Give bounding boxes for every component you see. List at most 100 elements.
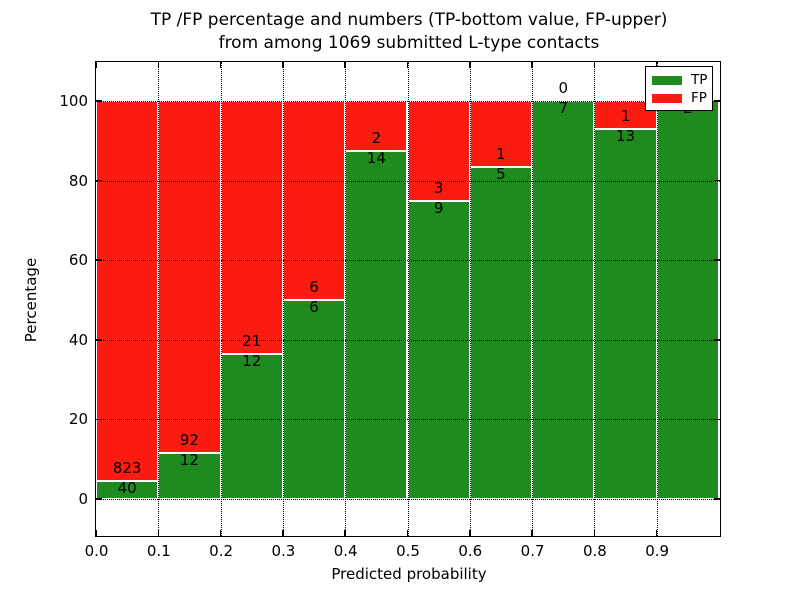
y-tick-label: 40: [68, 330, 88, 349]
legend-tp-label: TP: [691, 72, 708, 88]
plot-area: 82340921221126621439150711302: [95, 61, 721, 537]
tp-count-label: 12: [179, 451, 199, 470]
tp-count-label: 13: [615, 127, 636, 146]
fp-bar-segment: [407, 101, 470, 201]
fp-bar-segment: [220, 101, 283, 355]
y-tick: [714, 498, 720, 500]
x-tick: [531, 62, 533, 68]
v-gridline: [158, 62, 160, 536]
v-gridline: [407, 62, 409, 536]
tp-bar-segment: [96, 480, 159, 499]
legend-row-tp: TP: [652, 71, 712, 89]
fp-bar-segment: [345, 101, 408, 151]
tp-bar-segment: [282, 300, 346, 499]
fp-count-label: 823: [112, 458, 142, 477]
x-tick: [655, 62, 658, 68]
x-tick: [344, 530, 346, 536]
tp-count-label: 40: [117, 478, 137, 497]
fp-count-label: 21: [242, 332, 262, 351]
x-axis-label: Predicted probability: [331, 565, 487, 583]
fp-count-label: 3: [433, 178, 444, 197]
v-gridline: [656, 62, 658, 536]
x-tick-label: 0.3: [271, 542, 296, 560]
x-tick: [282, 530, 284, 536]
fp-count-label: 1: [496, 145, 506, 164]
x-tick: [344, 62, 346, 68]
chart-title-line-2: from among 1069 submitted L-type contact…: [218, 33, 600, 53]
y-tick: [714, 418, 720, 421]
fp-bar-segment: [96, 101, 159, 481]
tp-bar-segment: [158, 453, 221, 499]
y-tick: [96, 418, 102, 421]
x-tick: [219, 530, 222, 536]
x-tick: [406, 530, 409, 536]
x-tick-label: 0.9: [645, 542, 670, 560]
tp-bar-segment: [220, 354, 283, 499]
x-tick: [157, 530, 160, 536]
x-tick: [95, 530, 97, 536]
x-tick-label: 0.5: [396, 542, 420, 560]
y-tick: [96, 179, 102, 182]
fp-count-label: 6: [309, 278, 319, 296]
chart-title-line-1: TP /FP percentage and numbers (TP-bottom…: [150, 10, 668, 30]
x-tick: [219, 62, 222, 68]
tp-bar-segment: [532, 101, 595, 499]
tp-count-label: 7: [558, 99, 569, 117]
x-tick-label: 0.7: [520, 542, 545, 560]
y-tick-label: 100: [59, 92, 88, 110]
tp-bar-segment: [345, 150, 408, 499]
tp-bar-segment: [407, 200, 470, 499]
y-tick: [714, 100, 720, 102]
tp-swatch-icon: [652, 75, 682, 85]
y-tick: [714, 179, 720, 182]
legend-fp-label: FP: [691, 90, 707, 106]
legend: TP FP: [645, 66, 713, 111]
x-tick: [655, 530, 658, 536]
chart-title: TP /FP percentage and numbers (TP-bottom…: [96, 9, 722, 55]
y-tick: [714, 339, 720, 341]
y-tick: [714, 259, 720, 261]
x-tick: [406, 62, 409, 68]
x-tick: [531, 530, 533, 536]
tp-count-label: 5: [496, 165, 506, 184]
v-gridline: [469, 62, 471, 536]
tp-count-label: 12: [242, 352, 262, 371]
y-tick-label: 0: [78, 490, 88, 508]
y-tick: [96, 100, 102, 102]
y-tick-label: 80: [68, 171, 88, 190]
x-tick: [469, 530, 471, 536]
x-tick-label: 0.2: [209, 542, 234, 560]
tp-count-label: 9: [433, 198, 444, 217]
x-tick: [469, 62, 471, 68]
fp-swatch-icon: [652, 93, 682, 103]
v-gridline: [594, 62, 596, 536]
x-tick-label: 0.1: [146, 542, 171, 560]
fp-count-label: 1: [620, 107, 631, 126]
x-tick: [157, 62, 160, 68]
y-tick: [96, 498, 102, 500]
x-tick: [95, 62, 97, 68]
fp-count-label: 2: [371, 128, 382, 147]
y-tick-label: 20: [68, 410, 88, 429]
fp-bar-segment: [282, 101, 346, 300]
x-tick-label: 0.4: [333, 542, 358, 560]
y-tick: [96, 339, 102, 341]
x-tick-label: 0.6: [458, 542, 483, 560]
tp-bar-segment: [656, 101, 719, 499]
x-tick: [593, 530, 596, 536]
fp-bar-segment: [158, 101, 221, 454]
legend-row-fp: FP: [652, 89, 712, 107]
y-tick-label: 60: [68, 251, 88, 270]
v-gridline: [220, 62, 222, 536]
v-gridline: [345, 62, 347, 536]
tp-count-label: 14: [366, 148, 386, 167]
v-gridline: [532, 62, 534, 536]
y-tick: [96, 259, 102, 261]
tp-count-label: 6: [309, 298, 319, 316]
fp-count-label: 0: [558, 79, 569, 97]
x-tick: [282, 62, 284, 68]
tp-bar-segment: [594, 129, 657, 499]
x-tick-label: 0.0: [84, 542, 109, 560]
v-gridline: [282, 62, 284, 536]
